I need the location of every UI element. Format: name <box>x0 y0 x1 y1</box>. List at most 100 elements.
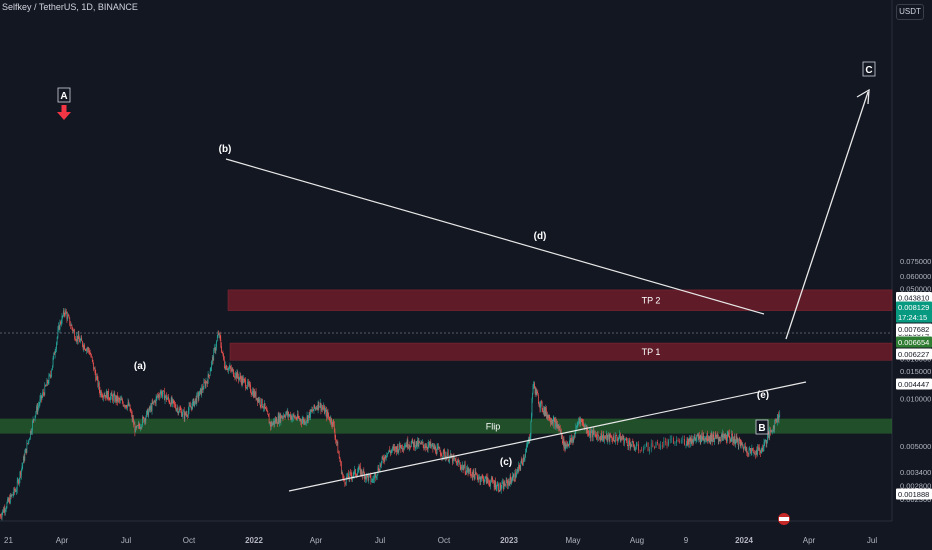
candle-body <box>245 380 246 388</box>
candle-body <box>284 416 286 418</box>
candle-body <box>484 477 486 482</box>
candle-body <box>593 430 595 433</box>
candle-body <box>663 441 665 447</box>
candle-body <box>702 435 704 440</box>
candle-body <box>607 436 609 441</box>
candle-body <box>691 438 693 443</box>
candle-body <box>27 443 28 444</box>
candle-body <box>549 420 551 422</box>
candle-body <box>511 480 513 483</box>
candle-body <box>182 411 184 416</box>
candle-body <box>369 474 370 476</box>
candle-body <box>103 395 105 397</box>
candle-body <box>102 396 104 398</box>
candle-body <box>177 408 179 414</box>
candle-body <box>676 440 677 443</box>
candle-body <box>715 434 716 436</box>
candle-body <box>572 438 573 440</box>
candle-body <box>124 405 126 407</box>
candle-body <box>502 482 504 490</box>
candle-body <box>105 395 106 398</box>
candle-body <box>426 448 428 449</box>
candle-body <box>547 414 548 419</box>
candle-body <box>303 418 304 423</box>
candle-body <box>761 447 763 451</box>
candle-body <box>261 398 262 406</box>
candle-body <box>183 410 184 412</box>
candle-body <box>702 437 703 440</box>
candle-body <box>247 381 248 388</box>
candle-body <box>274 420 276 425</box>
candle-body <box>95 372 97 380</box>
candle-body <box>181 415 183 417</box>
candle-body <box>321 407 322 411</box>
candle-body <box>45 385 47 387</box>
last-price-label-bg <box>896 301 932 313</box>
candle-body <box>238 376 239 380</box>
candle-body <box>324 410 326 414</box>
candle-body <box>725 434 726 438</box>
candle-body <box>210 367 212 372</box>
arrow-down-icon <box>57 112 71 120</box>
candle-body <box>626 441 628 446</box>
candle-body <box>429 442 430 446</box>
candle-body <box>543 408 545 415</box>
candle-body <box>690 441 692 443</box>
candle-body <box>431 444 433 446</box>
candle-body <box>104 395 106 397</box>
candle-body <box>18 480 19 484</box>
candle-body <box>34 415 36 420</box>
candle-body <box>302 418 304 421</box>
candle-body <box>253 391 255 397</box>
time-tick-label: Apr <box>803 536 816 545</box>
candle-body <box>283 415 285 417</box>
candle-body <box>535 388 537 395</box>
candle-body <box>213 349 215 361</box>
candle-body <box>455 460 457 462</box>
candle-body <box>88 348 90 351</box>
candle-body <box>128 402 130 406</box>
candle-body <box>708 440 710 441</box>
candle-body <box>713 439 715 443</box>
candle-body <box>127 402 129 405</box>
lower-trendline <box>288 381 807 492</box>
candle-body <box>288 415 290 417</box>
candle-body <box>604 437 606 438</box>
candle-body <box>735 443 736 445</box>
candle-body <box>16 490 17 492</box>
currency-button[interactable]: USDT <box>896 4 924 20</box>
time-tick-label: Oct <box>438 536 451 545</box>
candle-body <box>612 436 614 441</box>
candle-body <box>460 466 462 469</box>
candle-body <box>406 444 407 447</box>
candle-body <box>268 416 270 424</box>
candle-body <box>504 482 506 486</box>
candle-body <box>737 438 739 445</box>
candle-body <box>515 472 516 479</box>
candle-body <box>728 433 730 437</box>
candle-body <box>704 438 706 441</box>
candle-body <box>228 367 230 369</box>
candle-body <box>704 439 705 441</box>
candle-body <box>394 446 396 451</box>
candle-body <box>682 439 684 441</box>
candle-body <box>241 377 243 384</box>
candle-body <box>270 422 272 427</box>
candle-body <box>15 490 17 492</box>
candle-body <box>18 479 20 484</box>
candle-body <box>742 444 743 446</box>
candle-body <box>746 448 748 454</box>
candle-body <box>244 379 246 381</box>
candle-body <box>602 434 604 439</box>
candle-body <box>743 447 745 450</box>
candle-body <box>314 404 315 409</box>
candle-body <box>767 434 768 441</box>
candle-body <box>490 477 492 482</box>
candle-body <box>532 385 534 394</box>
candle-body <box>422 442 423 443</box>
candle-body <box>279 414 280 423</box>
candle-body <box>737 444 739 447</box>
candle-body <box>548 415 550 418</box>
candle-body <box>329 416 330 421</box>
